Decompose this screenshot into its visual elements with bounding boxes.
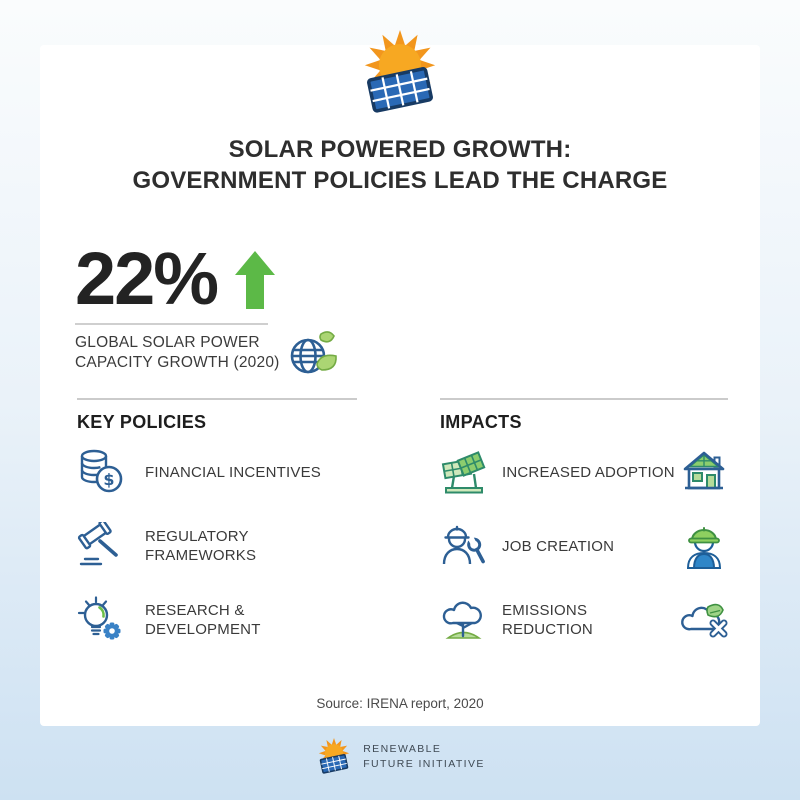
key-policies-section: KEY POLICIES $ FINANCIAL INCENTIVES	[77, 398, 357, 644]
policy-label: FINANCIAL INCENTIVES	[145, 463, 321, 481]
brand-name-line1: RENEWABLE	[363, 743, 442, 755]
policy-label: RESEARCH & DEVELOPMENT	[145, 602, 261, 638]
impact-item-job-creation: JOB CREATION	[440, 522, 728, 570]
solar-panel-icon	[440, 448, 488, 496]
globe-leaf-icon	[287, 326, 339, 378]
stat-value: 22%	[75, 237, 219, 320]
up-arrow-icon	[233, 251, 277, 309]
stat-divider	[75, 323, 268, 325]
impact-label: INCREASED ADOPTION	[502, 463, 675, 481]
impact-label: EMISSIONS REDUCTION	[502, 602, 593, 638]
solar-house-icon	[680, 448, 728, 496]
impact-item-increased-adoption: INCREASED ADOPTION	[440, 448, 728, 496]
source-citation: Source: IRENA report, 2020	[316, 696, 484, 711]
key-policies-heading: KEY POLICIES	[77, 412, 207, 432]
gavel-icon	[77, 522, 125, 570]
impact-label: JOB CREATION	[502, 537, 615, 555]
coins-dollar-icon: $	[77, 448, 125, 496]
policy-label: REGULATORY FRAMEWORKS	[145, 528, 257, 564]
impacts-section: IMPACTS INCREASED ADOPTION	[440, 398, 728, 644]
brand-name-line2: FUTURE INITIATIVE	[363, 758, 485, 770]
stat-label: GLOBAL SOLAR POWER CAPACITY GROWTH (2020…	[75, 334, 280, 371]
policy-item-financial-incentives: $ FINANCIAL INCENTIVES	[77, 448, 357, 496]
brand-name: RENEWABLE FUTURE INITIATIVE	[363, 742, 485, 772]
bulb-gear-icon	[77, 596, 125, 644]
page-title: SOLAR POWERED GROWTH: GOVERNMENT POLICIE…	[0, 134, 800, 196]
cloud-leaf-no-emissions-icon	[680, 596, 728, 644]
infographic-card	[40, 45, 760, 726]
footer-sun-solar-panel-logo-icon	[315, 738, 353, 776]
construction-worker-icon	[680, 522, 728, 570]
svg-text:$: $	[103, 470, 114, 489]
section-divider	[77, 398, 357, 400]
footer-brand: RENEWABLE FUTURE INITIATIVE	[0, 738, 800, 776]
sun-solar-panel-logo-icon	[356, 30, 444, 118]
headline-stat: 22% GLOBAL SOLAR POWER CAPACITY GROWTH (…	[75, 237, 280, 373]
page-title-line2: GOVERNMENT POLICIES LEAD THE CHARGE	[132, 167, 668, 194]
impacts-heading: IMPACTS	[440, 412, 522, 432]
policy-item-research-development: RESEARCH & DEVELOPMENT	[77, 596, 357, 644]
page-title-line1: SOLAR POWERED GROWTH:	[228, 136, 572, 163]
worker-wrench-icon	[440, 522, 488, 570]
impact-item-emissions-reduction: EMISSIONS REDUCTION	[440, 596, 728, 644]
policy-item-regulatory-frameworks: REGULATORY FRAMEWORKS	[77, 522, 357, 570]
tree-icon	[440, 596, 488, 644]
section-divider	[440, 398, 728, 400]
